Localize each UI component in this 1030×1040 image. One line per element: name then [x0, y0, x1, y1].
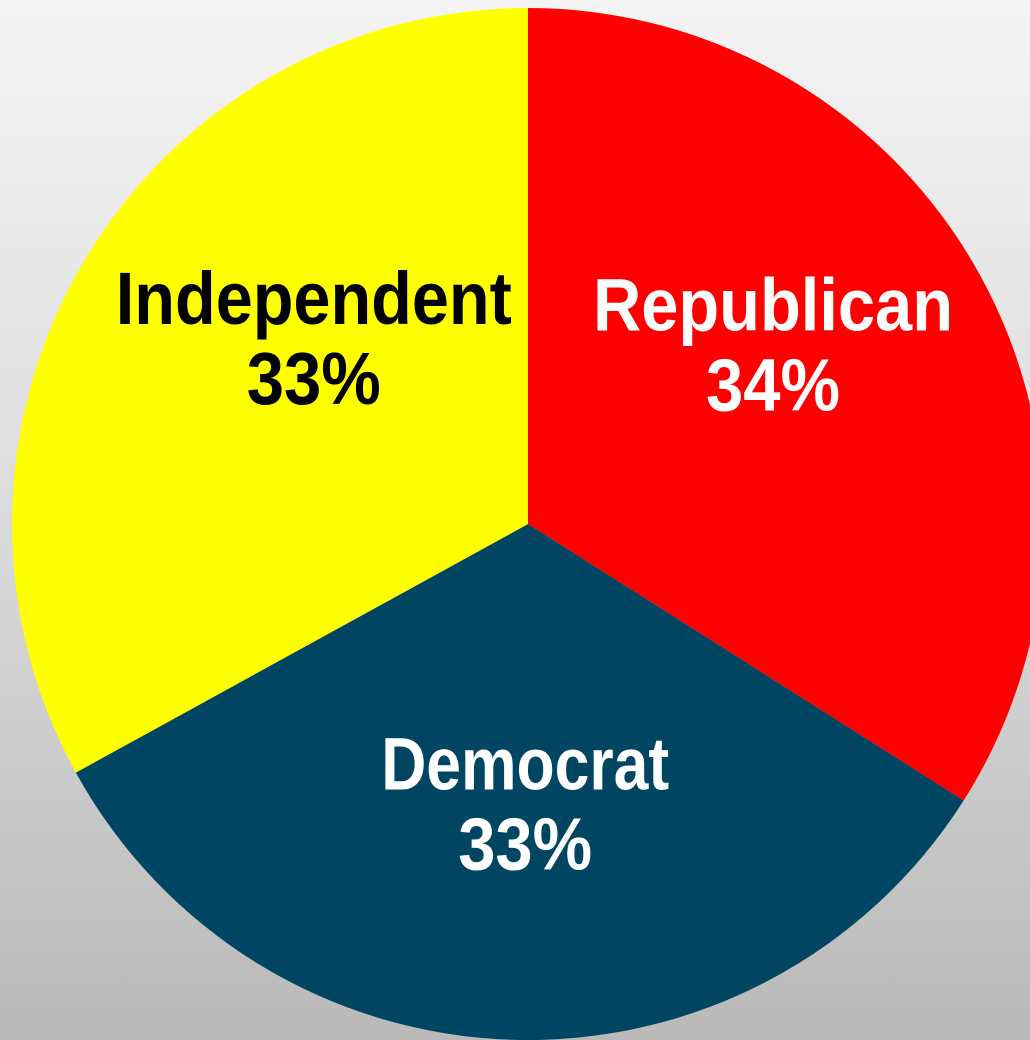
slice-value-label-democrat: 33%: [458, 803, 592, 886]
pie-slice-democrat: [75, 524, 964, 1040]
pie-slices: [12, 8, 1030, 1040]
pie-slice-republican: [528, 8, 1030, 801]
slice-value-label-independent: 33%: [247, 337, 381, 420]
slice-label-independent: Independent: [116, 257, 512, 340]
pie-slice-independent: [12, 8, 529, 773]
slice-label-republican: Republican: [593, 264, 953, 347]
slice-label-democrat: Democrat: [381, 723, 669, 806]
slice-value-label-republican: 34%: [706, 344, 840, 427]
